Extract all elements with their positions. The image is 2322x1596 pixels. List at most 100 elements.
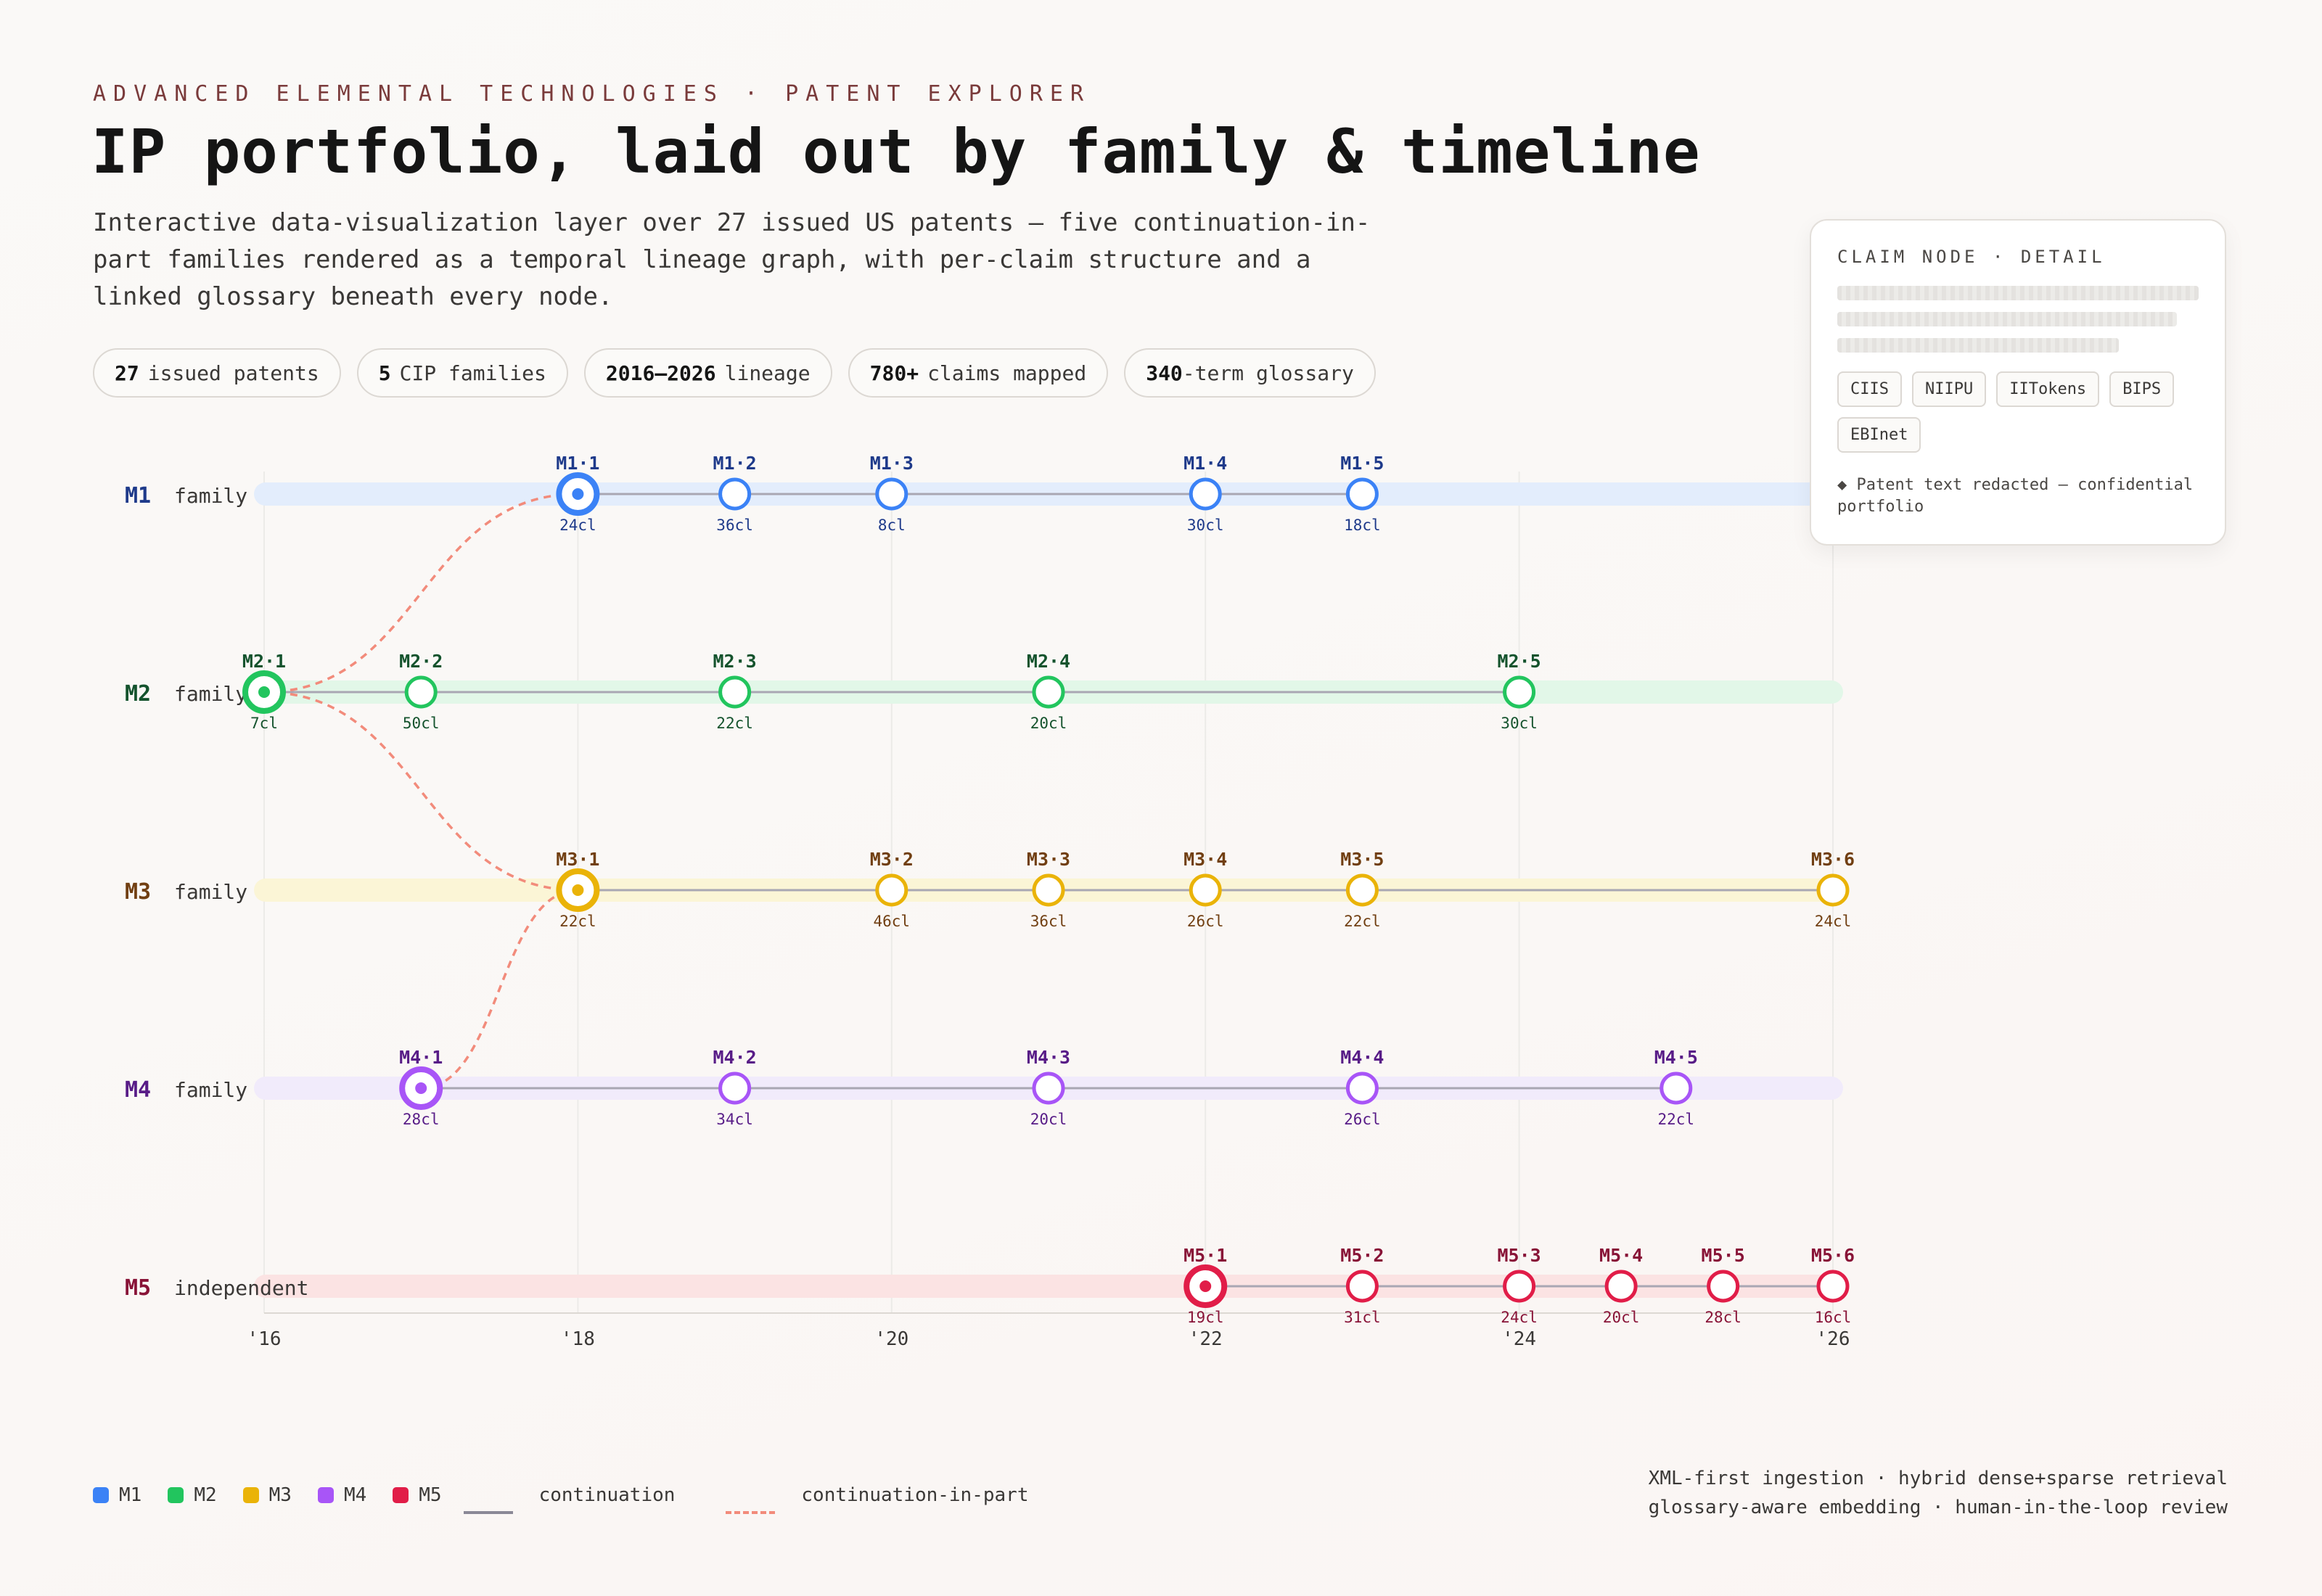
node-claims-label: 34cl [716,1111,753,1128]
node-claims-label: 24cl [1501,1309,1538,1326]
node-claims-label: 46cl [874,913,911,930]
legend-continuation-line [463,1511,513,1514]
glossary-tag[interactable]: IITokens [1996,371,2100,407]
family-id-label: M3 [125,879,151,905]
patent-node [1189,873,1222,907]
legend-item-m3: M3 [242,1484,292,1506]
glossary-tag[interactable]: BIPS [2109,371,2175,407]
node-name-label: M5·4 [1599,1245,1643,1266]
node-claims-label: 31cl [1344,1309,1381,1326]
patent-node [718,675,752,709]
redaction-note: ◆ Patent text redacted — confidential po… [1837,476,2194,516]
node-name-label: M3·5 [1340,849,1384,870]
node-name-label: M1·2 [713,453,756,474]
patent-node [1503,1270,1536,1303]
node-name-label: M5·3 [1497,1245,1541,1266]
redacted-line [1837,338,2120,353]
node-name-label: M2·2 [399,651,443,672]
stat-value: 340 [1146,361,1183,385]
legend-label: M4 [343,1484,367,1506]
patent-node [1816,1270,1850,1303]
x-tick-label: '16 [247,1328,282,1350]
x-tick-label: '26 [1816,1328,1850,1350]
node-name-label: M2·5 [1497,651,1541,672]
node-name-label: M4·3 [1027,1047,1070,1068]
node-name-label: M3·6 [1811,849,1855,870]
footer-notes: XML-first ingestion · hybrid dense+spars… [1649,1464,2228,1522]
node-claims-label: 26cl [1187,913,1224,930]
glossary-tag[interactable]: EBInet [1837,417,1921,453]
patent-node [1032,873,1065,907]
stat-pill-glossary: 340 -term glossary [1124,348,1376,398]
node-name-label: M4·4 [1340,1047,1384,1068]
family-band [254,1275,1843,1298]
stat-label: lineage [724,361,811,385]
node-name-label: M3·2 [870,849,914,870]
patent-node [718,1071,752,1105]
cip-link [421,889,578,1090]
patent-node [1345,1071,1379,1105]
stat-label: CIP families [399,361,546,385]
family-id-label: M5 [125,1275,151,1301]
node-claims-label: 22cl [716,715,753,732]
root-node-dot [1199,1280,1212,1292]
patent-node [1816,873,1850,907]
claim-node-detail-card: CLAIM NODE · DETAIL CIIS NIIPU IITokens … [1810,219,2226,546]
patent-node [1345,1270,1379,1303]
node-name-label: M1·5 [1340,453,1384,474]
legend-label: M2 [194,1484,217,1506]
node-name-label: M5·1 [1183,1245,1227,1266]
node-claims-label: 36cl [716,517,753,534]
stat-pill-claims: 780+ claims mapped [848,348,1109,398]
patent-node [1032,675,1065,709]
family-type-label: family [174,682,247,706]
glossary-tag[interactable]: CIIS [1837,371,1902,407]
patent-node [1660,1071,1693,1105]
patent-node [404,675,438,709]
node-name-label: M1·1 [556,453,599,474]
node-name-label: M2·1 [242,651,286,672]
card-title: CLAIM NODE · DETAIL [1837,247,2106,267]
family-id-label: M2 [125,681,151,707]
patent-node [1345,477,1379,511]
node-claims-label: 36cl [1030,913,1067,930]
node-name-label: M4·1 [399,1047,443,1068]
stat-value: 780+ [869,361,919,385]
node-name-label: M5·6 [1811,1245,1855,1266]
node-claims-label: 19cl [1187,1309,1224,1326]
patent-node [875,477,908,511]
stat-pill-families: 5 CIP families [356,348,568,398]
page-subtitle: Interactive data-visualization layer ove… [93,208,1371,311]
node-claims-label: 24cl [559,517,596,534]
legend-item-m2: M2 [168,1484,217,1506]
footer-line: XML-first ingestion · hybrid dense+spars… [1648,1468,2228,1489]
x-tick-label: '22 [1189,1328,1223,1350]
x-tick-label: '20 [874,1328,908,1350]
family-id-label: M4 [125,1077,151,1103]
glossary-tag[interactable]: NIIPU [1911,371,1987,407]
glossary-tags: CIIS NIIPU IITokens BIPS EBInet [1837,371,2199,453]
node-claims-label: 20cl [1603,1309,1640,1326]
page-title: IP portfolio, laid out by family & timel… [91,116,1701,187]
legend-continuation-label: continuation [538,1484,676,1506]
node-name-label: M5·2 [1340,1245,1384,1266]
stat-label: claims mapped [927,361,1087,385]
legend-label: M3 [268,1484,292,1506]
node-claims-label: 20cl [1030,1111,1067,1128]
node-claims-label: 50cl [403,715,440,732]
node-claims-label: 26cl [1344,1111,1381,1128]
legend-item-m5: M5 [393,1484,442,1506]
legend-swatch [242,1487,259,1503]
legend-label: M1 [119,1484,142,1506]
root-node-dot [258,686,270,698]
legend-cip-line [726,1511,776,1514]
node-claims-label: 22cl [559,913,596,930]
stat-label: -term glossary [1182,361,1354,385]
legend-cip-label: continuation-in-part [801,1484,1029,1506]
node-name-label: M4·2 [713,1047,756,1068]
eyebrow: ADVANCED ELEMENTAL TECHNOLOGIES · PATENT… [93,81,1091,107]
node-name-label: M2·3 [713,651,756,672]
stat-pills: 27 issued patents 5 CIP families 2016–2026… [93,348,1376,398]
node-claims-label: 20cl [1030,715,1067,732]
node-name-label: M4·5 [1654,1047,1698,1068]
